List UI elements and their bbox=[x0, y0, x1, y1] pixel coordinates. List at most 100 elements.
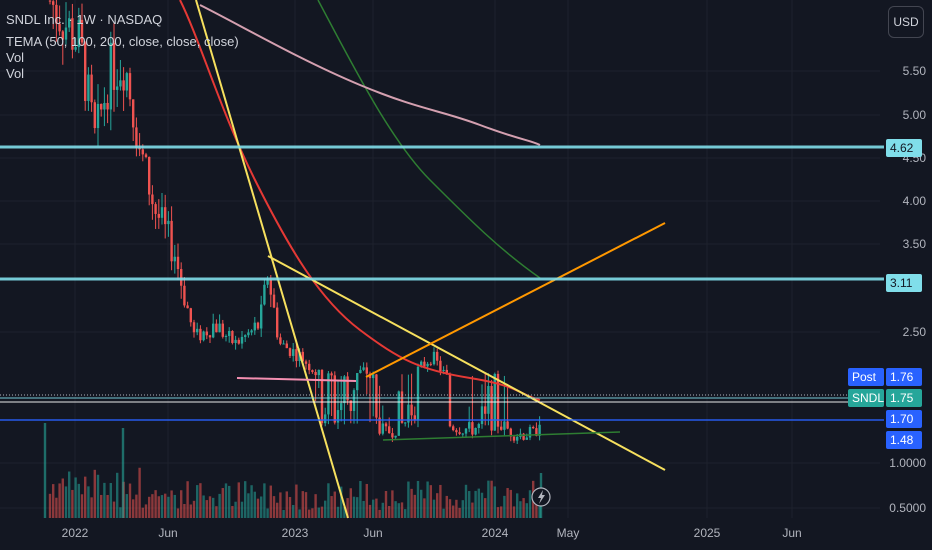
volume-bar bbox=[80, 494, 84, 518]
time-tick-label: Jun bbox=[363, 526, 382, 540]
candle-body bbox=[80, 19, 84, 43]
lightning-icon[interactable] bbox=[531, 487, 551, 507]
trend-drawings bbox=[0, 0, 884, 519]
volume-bar bbox=[490, 480, 493, 518]
volume-bar bbox=[282, 509, 285, 518]
volume-bar bbox=[487, 480, 490, 518]
candle-body bbox=[103, 102, 106, 110]
volume-bar bbox=[87, 486, 90, 518]
volume-bar bbox=[215, 506, 218, 518]
volume-bar bbox=[308, 509, 311, 518]
candle-body bbox=[314, 372, 317, 376]
volume-bar bbox=[496, 507, 500, 518]
candle-body bbox=[119, 80, 122, 87]
volume-bar bbox=[349, 488, 352, 518]
volume-bar bbox=[106, 494, 109, 518]
candle-body bbox=[144, 154, 148, 157]
volume-bar bbox=[420, 489, 423, 518]
candle-body bbox=[301, 351, 304, 362]
volume-bar bbox=[343, 506, 346, 518]
candle-body bbox=[55, 4, 58, 24]
support-line-green bbox=[382, 431, 621, 441]
candle-body bbox=[413, 415, 416, 421]
price-badge bbox=[886, 389, 922, 407]
candle-body bbox=[285, 343, 288, 349]
symbol-title: SNDL Inc. · 1W · NASDAQ bbox=[6, 12, 163, 27]
volume-bar bbox=[372, 499, 375, 518]
tema-200-line bbox=[199, 4, 541, 146]
volume-bar bbox=[471, 502, 474, 518]
volume-bar bbox=[167, 496, 170, 518]
volume-bar bbox=[314, 494, 317, 518]
candle-body bbox=[340, 403, 343, 411]
price-badge bbox=[886, 410, 922, 428]
candle-body bbox=[522, 433, 525, 440]
volume-bar bbox=[493, 486, 496, 518]
volume-bar bbox=[272, 496, 276, 518]
volume-bar bbox=[237, 482, 240, 518]
volume-bar bbox=[464, 484, 468, 518]
volume-bar bbox=[426, 481, 429, 518]
volume-bar bbox=[477, 488, 480, 518]
volume-bar bbox=[288, 497, 292, 518]
volume-bar bbox=[509, 489, 512, 518]
tema-legend[interactable]: TEMA (50, 100, 200, close, close, close) bbox=[6, 34, 239, 49]
tema-lines bbox=[179, 0, 541, 401]
volume-bar bbox=[388, 505, 391, 518]
candle-body bbox=[349, 400, 352, 411]
candle-body bbox=[247, 332, 250, 336]
volume-bar bbox=[311, 508, 314, 518]
candle-body bbox=[61, 31, 64, 40]
price-badge-value: 1.76 bbox=[890, 370, 914, 384]
volume-bar bbox=[138, 467, 141, 518]
volume-bar bbox=[173, 494, 176, 518]
volume-bar bbox=[128, 483, 132, 518]
volume-bar bbox=[458, 507, 461, 518]
candle-body bbox=[199, 328, 202, 341]
volume-bar bbox=[320, 506, 324, 518]
vol-legend-1[interactable]: Vol bbox=[6, 50, 25, 65]
candle-body bbox=[532, 427, 535, 429]
volume-bar bbox=[461, 500, 464, 518]
volume-bar bbox=[407, 481, 410, 518]
volume-bar bbox=[116, 472, 119, 518]
volume-bar bbox=[247, 493, 250, 518]
volume-bar bbox=[304, 492, 308, 518]
price-badge-value: 4.62 bbox=[890, 141, 914, 155]
candle-body bbox=[228, 330, 231, 336]
volume-bar bbox=[64, 486, 68, 518]
candle-body bbox=[58, 23, 61, 32]
candle-body bbox=[512, 436, 516, 441]
volume-bars bbox=[43, 423, 543, 518]
volume-bar bbox=[55, 497, 58, 518]
candle-body bbox=[196, 328, 199, 333]
price-badge-label: Post bbox=[852, 370, 877, 384]
candle-body bbox=[173, 256, 176, 262]
volume-bar bbox=[522, 498, 525, 518]
candle-body bbox=[292, 349, 295, 356]
volume-bar bbox=[394, 501, 397, 518]
candle-body bbox=[180, 269, 183, 286]
volume-bar bbox=[538, 497, 541, 518]
candle-body bbox=[266, 279, 269, 285]
candle-body bbox=[333, 375, 336, 423]
volume-bar bbox=[365, 483, 368, 518]
volume-bar bbox=[384, 490, 388, 518]
volume-bar bbox=[228, 485, 231, 518]
volume-bar bbox=[378, 509, 381, 518]
candle-body bbox=[122, 80, 125, 91]
currency-button[interactable]: USD bbox=[888, 6, 924, 38]
candle-body bbox=[237, 339, 240, 344]
candle-body bbox=[452, 426, 455, 431]
candle-body bbox=[429, 363, 432, 365]
candle-body bbox=[538, 424, 541, 436]
price-badge-value: 1.75 bbox=[890, 391, 914, 405]
volume-bar bbox=[432, 499, 436, 518]
candle-body bbox=[397, 391, 400, 436]
volume-bar bbox=[375, 498, 378, 518]
candle-body bbox=[96, 103, 100, 129]
vol-legend-2[interactable]: Vol bbox=[6, 66, 25, 81]
candle-body bbox=[148, 156, 151, 195]
volume-bar bbox=[202, 495, 205, 518]
